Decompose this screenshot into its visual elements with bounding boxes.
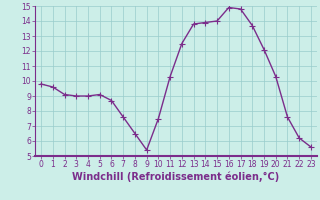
X-axis label: Windchill (Refroidissement éolien,°C): Windchill (Refroidissement éolien,°C)	[72, 172, 280, 182]
